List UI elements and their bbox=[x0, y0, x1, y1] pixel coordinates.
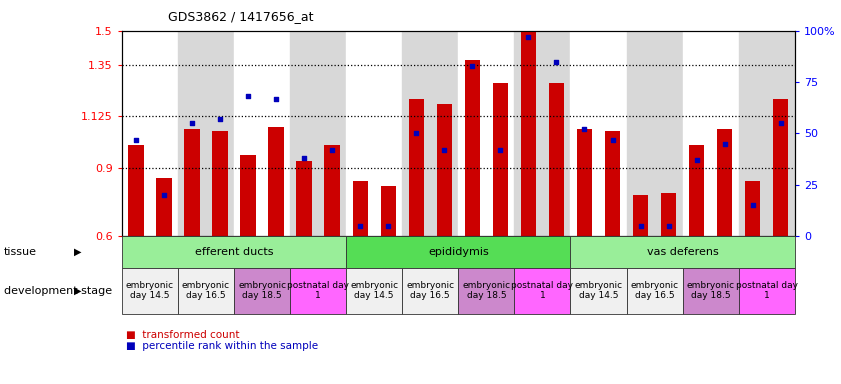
Bar bbox=[521, 19, 536, 236]
Bar bbox=[627, 31, 654, 236]
Bar bbox=[380, 186, 396, 236]
Text: vas deferens: vas deferens bbox=[647, 247, 718, 257]
Bar bbox=[296, 161, 312, 236]
Text: efferent ducts: efferent ducts bbox=[195, 247, 273, 257]
Bar bbox=[738, 31, 767, 236]
Text: embryonic
day 14.5: embryonic day 14.5 bbox=[574, 281, 622, 300]
Bar bbox=[436, 104, 452, 236]
Point bbox=[241, 93, 255, 99]
Text: ■  transformed count: ■ transformed count bbox=[126, 330, 240, 340]
Text: embryonic
day 16.5: embryonic day 16.5 bbox=[406, 281, 454, 300]
Bar bbox=[570, 31, 599, 236]
Point bbox=[214, 116, 227, 122]
Point bbox=[634, 223, 648, 229]
Text: ▶: ▶ bbox=[74, 247, 82, 257]
Bar bbox=[767, 31, 795, 236]
Point bbox=[185, 120, 198, 126]
Point bbox=[578, 126, 591, 132]
Bar bbox=[156, 178, 172, 236]
Point bbox=[494, 147, 507, 153]
Bar bbox=[178, 31, 206, 236]
Bar bbox=[374, 31, 402, 236]
Bar bbox=[431, 31, 458, 236]
Bar bbox=[599, 31, 627, 236]
Bar bbox=[577, 129, 592, 236]
Text: postnatal day
1: postnatal day 1 bbox=[511, 281, 574, 300]
Bar bbox=[773, 99, 789, 236]
Bar bbox=[122, 31, 150, 236]
Point bbox=[130, 137, 143, 143]
Text: tissue: tissue bbox=[4, 247, 37, 257]
Bar bbox=[325, 145, 340, 236]
Bar bbox=[717, 129, 733, 236]
Point bbox=[157, 192, 171, 198]
Bar bbox=[458, 31, 486, 236]
Bar bbox=[486, 31, 515, 236]
Bar bbox=[402, 31, 431, 236]
Bar bbox=[689, 145, 704, 236]
Point bbox=[662, 223, 675, 229]
Bar bbox=[128, 145, 144, 236]
Point bbox=[382, 223, 395, 229]
Bar bbox=[262, 31, 290, 236]
Text: embryonic
day 16.5: embryonic day 16.5 bbox=[182, 281, 230, 300]
Text: embryonic
day 18.5: embryonic day 18.5 bbox=[463, 281, 510, 300]
Text: embryonic
day 14.5: embryonic day 14.5 bbox=[126, 281, 174, 300]
Bar bbox=[234, 31, 262, 236]
Point bbox=[718, 141, 732, 147]
Bar bbox=[493, 83, 508, 236]
Bar bbox=[268, 127, 283, 236]
Text: ■  percentile rank within the sample: ■ percentile rank within the sample bbox=[126, 341, 318, 351]
Bar bbox=[515, 31, 542, 236]
Bar bbox=[184, 129, 200, 236]
Text: GDS3862 / 1417656_at: GDS3862 / 1417656_at bbox=[168, 10, 314, 23]
Point bbox=[325, 147, 339, 153]
Point bbox=[298, 155, 311, 161]
Text: postnatal day
1: postnatal day 1 bbox=[287, 281, 349, 300]
Bar bbox=[654, 31, 683, 236]
Bar bbox=[632, 195, 648, 236]
Bar bbox=[542, 31, 570, 236]
Text: development stage: development stage bbox=[4, 286, 113, 296]
Point bbox=[437, 147, 451, 153]
Point bbox=[606, 137, 619, 143]
Point bbox=[353, 223, 367, 229]
Bar bbox=[464, 60, 480, 236]
Text: epididymis: epididymis bbox=[428, 247, 489, 257]
Text: embryonic
day 18.5: embryonic day 18.5 bbox=[686, 281, 735, 300]
Bar bbox=[745, 181, 760, 236]
Bar bbox=[711, 31, 738, 236]
Bar bbox=[290, 31, 318, 236]
Point bbox=[774, 120, 787, 126]
Bar bbox=[206, 31, 234, 236]
Text: embryonic
day 14.5: embryonic day 14.5 bbox=[350, 281, 399, 300]
Bar bbox=[150, 31, 178, 236]
Bar bbox=[548, 83, 564, 236]
Bar bbox=[212, 131, 228, 236]
Bar bbox=[352, 181, 368, 236]
Point bbox=[269, 96, 283, 102]
Point bbox=[521, 34, 535, 40]
Point bbox=[410, 131, 423, 137]
Bar bbox=[661, 193, 676, 236]
Point bbox=[466, 63, 479, 69]
Text: embryonic
day 18.5: embryonic day 18.5 bbox=[238, 281, 286, 300]
Bar bbox=[318, 31, 346, 236]
Bar bbox=[605, 131, 621, 236]
Text: postnatal day
1: postnatal day 1 bbox=[736, 281, 798, 300]
Point bbox=[550, 58, 563, 65]
Bar bbox=[346, 31, 374, 236]
Bar bbox=[409, 99, 424, 236]
Point bbox=[690, 157, 703, 163]
Bar bbox=[683, 31, 711, 236]
Text: embryonic
day 16.5: embryonic day 16.5 bbox=[631, 281, 679, 300]
Point bbox=[746, 202, 759, 209]
Text: ▶: ▶ bbox=[74, 286, 82, 296]
Bar bbox=[241, 155, 256, 236]
